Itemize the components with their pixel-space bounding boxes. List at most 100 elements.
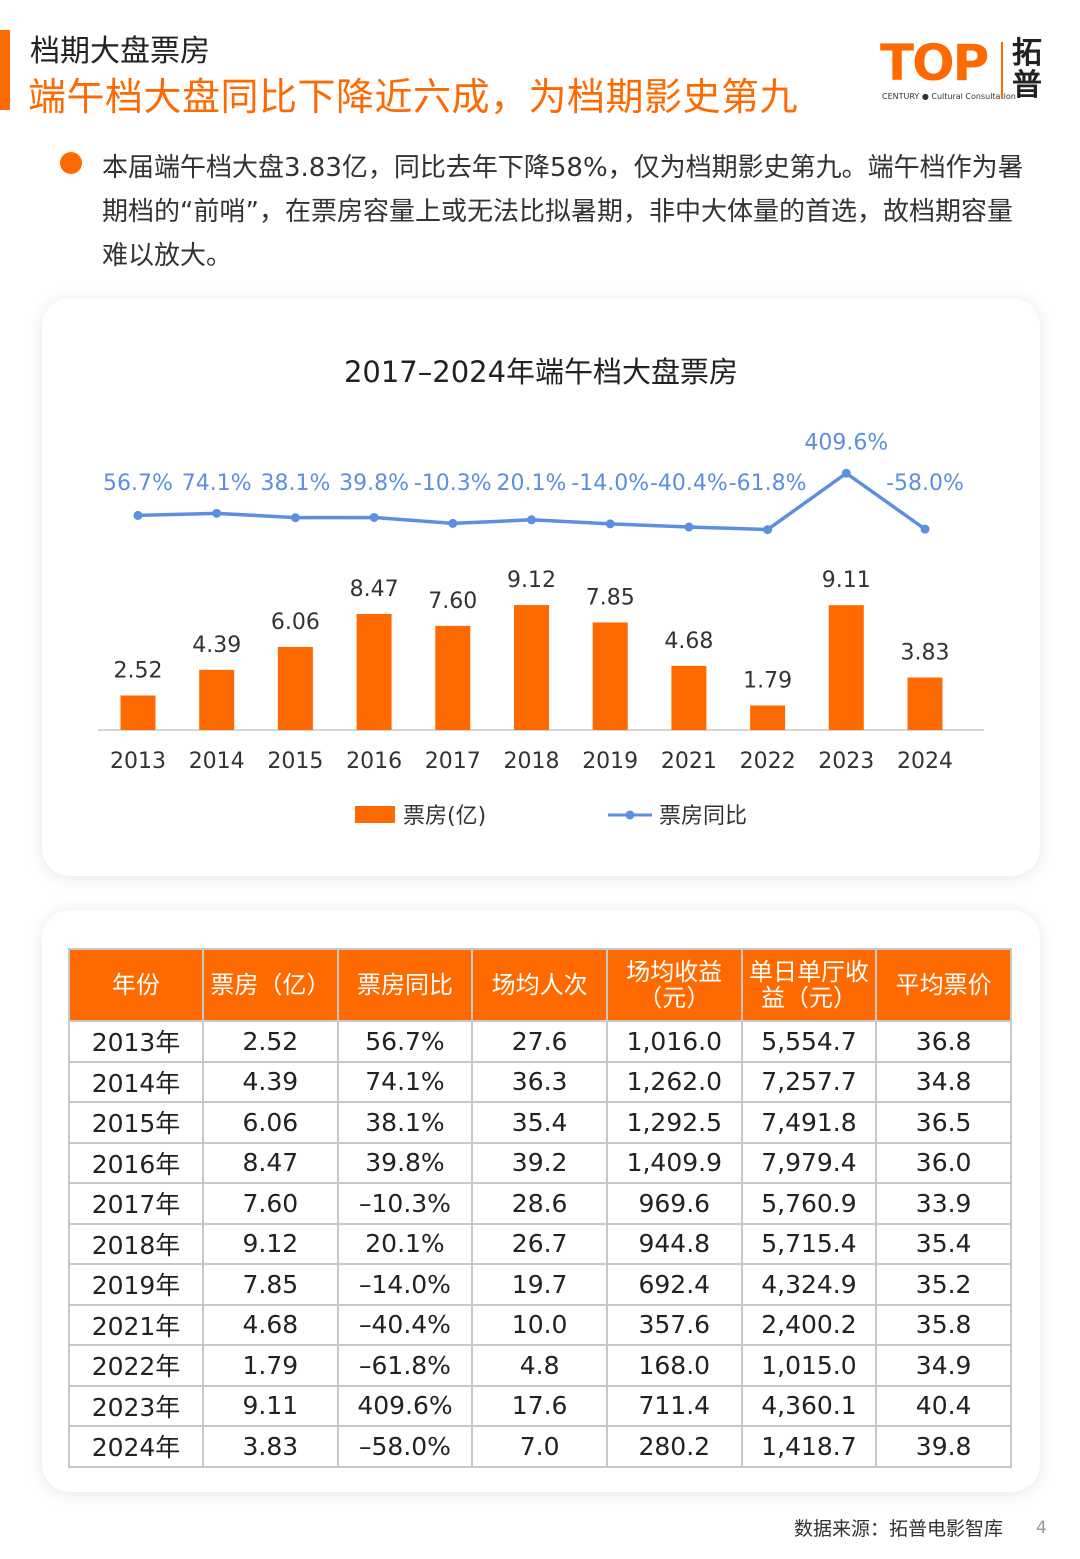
yoy-point-2021 (684, 522, 694, 532)
yoy-point-2016 (369, 512, 379, 522)
table-cell: 36.5 (875, 1101, 1012, 1144)
table-cell: 4.68 (202, 1303, 339, 1346)
table-cell: 711.4 (605, 1384, 743, 1427)
yoy-label-2019: -14.0% (571, 471, 649, 496)
bar-label-2019: 7.85 (586, 585, 635, 610)
table-row: 2015年 6.06 38.1% 35.4 1,292.5 7,491.8 36.5 (68, 1101, 1012, 1144)
table-cell: 26.7 (471, 1222, 608, 1265)
yoy-point-2018 (527, 515, 536, 525)
bar-2016 (356, 613, 392, 730)
table-row: 2021年 4.68 –40.4% 10.0 357.6 2,400.2 35.8 (68, 1303, 1012, 1346)
table-cell: 19.7 (471, 1263, 608, 1306)
x-tick-2023: 2023 (818, 749, 874, 774)
table-cell: 2014年 (68, 1060, 204, 1103)
legend-bar-swatch (355, 806, 395, 823)
table-cell: 39.2 (471, 1141, 608, 1184)
bar-2022 (750, 705, 786, 730)
table-cell: 36.3 (471, 1060, 608, 1103)
table-cell: 9.12 (202, 1222, 339, 1265)
bar-2019 (592, 622, 628, 730)
yoy-point-2015 (290, 513, 300, 523)
x-tick-2015: 2015 (267, 749, 323, 774)
legend-bar-label: 票房(亿) (403, 804, 486, 829)
table-cell: 8.47 (202, 1141, 339, 1184)
yoy-label-2024: -58.0% (886, 471, 964, 496)
table-cell: 2.52 (202, 1020, 339, 1063)
table-cell: 944.8 (605, 1222, 743, 1265)
legend-line-label: 票房同比 (659, 804, 747, 829)
table-cell: 1,262.0 (605, 1060, 743, 1103)
yoy-point-2019 (605, 519, 615, 529)
bar-label-2022: 1.79 (743, 668, 792, 693)
table-cell: 34.8 (875, 1060, 1012, 1103)
table-cell: 409.6% (336, 1384, 474, 1427)
table-cell: 6.06 (202, 1101, 339, 1144)
table-cell: 9.11 (202, 1384, 339, 1427)
table-cell: 280.2 (605, 1425, 743, 1468)
table-cell: 10.0 (471, 1303, 608, 1346)
table-cell: 2022年 (68, 1344, 204, 1387)
x-tick-2016: 2016 (346, 749, 402, 774)
table-cell: 5,760.9 (740, 1182, 878, 1225)
table-header-cell: 场均收益（元） (605, 948, 743, 1022)
table-cell: 35.8 (875, 1303, 1012, 1346)
bar-label-2014: 4.39 (192, 633, 241, 658)
table-header-cell: 单日单厅收益（元） (740, 948, 878, 1022)
brand-logo: TOP CENTURY ● Cultural Consultation 拓普 (880, 38, 1050, 104)
summary-text: 本届端午档大盘3.83亿，同比去年下降58%，仅为档期影史第九。端午档作为暑期档… (102, 153, 1024, 271)
bar-2013 (120, 695, 156, 730)
table-card: 年份 票房（亿） 票房同比 场均人次 场均收益（元） 单日单厅收益（元） 平均票价 2013… (42, 910, 1040, 1492)
bar-2023 (828, 605, 864, 730)
table-cell: 34.9 (875, 1344, 1012, 1387)
table-header-cell: 票房（亿） (202, 948, 339, 1022)
yoy-label-2023: 409.6% (804, 430, 888, 455)
chart-title: 2017–2024年端午档大盘票房 (344, 355, 738, 389)
box-office-table: 年份 票房（亿） 票房同比 场均人次 场均收益（元） 单日单厅收益（元） 平均票价 2013… (68, 948, 1012, 1468)
table-cell: 20.1% (336, 1222, 474, 1265)
table-cell: 2016年 (68, 1141, 204, 1184)
table-cell: –40.4% (336, 1303, 474, 1346)
x-tick-2017: 2017 (425, 749, 481, 774)
table-cell: 2013年 (68, 1020, 204, 1063)
table-cell: 5,554.7 (740, 1020, 878, 1063)
table-cell: 40.4 (875, 1384, 1012, 1427)
table-cell: 2018年 (68, 1222, 204, 1265)
table-cell: –61.8% (336, 1344, 474, 1387)
bar-2021 (671, 665, 707, 730)
table-cell: 2,400.2 (740, 1303, 878, 1346)
table-cell: 74.1% (336, 1060, 474, 1103)
table-cell: 7,257.7 (740, 1060, 878, 1103)
table-row: 2013年 2.52 56.7% 27.6 1,016.0 5,554.7 36.8 (68, 1020, 1012, 1063)
x-tick-2021: 2021 (661, 749, 717, 774)
table-body: 2013年 2.52 56.7% 27.6 1,016.0 5,554.7 36.8 2014… (68, 1020, 1012, 1468)
x-tick-2022: 2022 (740, 749, 796, 774)
table-cell: 35.4 (875, 1222, 1012, 1265)
x-tick-2018: 2018 (504, 749, 560, 774)
yoy-point-2014 (212, 508, 222, 518)
table-cell: 1,409.9 (605, 1141, 743, 1184)
yoy-point-2022 (763, 525, 773, 535)
logo-divider (1001, 42, 1003, 98)
yoy-label-2013: 56.7% (103, 471, 173, 496)
table-cell: 2019年 (68, 1263, 204, 1306)
table-cell: 36.8 (875, 1020, 1012, 1063)
table-cell: 17.6 (471, 1384, 608, 1427)
table-row: 2017年 7.60 –10.3% 28.6 969.6 5,760.9 33.9 (68, 1182, 1012, 1225)
yoy-label-2018: 20.1% (497, 471, 567, 496)
bar-2015 (277, 646, 313, 730)
table-cell: 3.83 (202, 1425, 339, 1468)
yoy-point-2023 (841, 468, 851, 478)
bar-2014 (199, 669, 235, 730)
yoy-label-2014: 74.1% (182, 471, 252, 496)
table-row: 2019年 7.85 –14.0% 19.7 692.4 4,324.9 35.2 (68, 1263, 1012, 1306)
table-cell: 168.0 (605, 1344, 743, 1387)
table-cell: 969.6 (605, 1182, 743, 1225)
table-header-cell: 平均票价 (875, 948, 1012, 1022)
table-cell: 2024年 (68, 1425, 204, 1468)
yoy-label-2021: -40.4% (650, 471, 728, 496)
table-cell: 35.2 (875, 1263, 1012, 1306)
table-cell: –10.3% (336, 1182, 474, 1225)
table-cell: 36.0 (875, 1141, 1012, 1184)
yoy-point-2017 (448, 518, 458, 528)
page-title: 端午档大盘同比下降近六成，为档期影史第九 (28, 75, 799, 119)
